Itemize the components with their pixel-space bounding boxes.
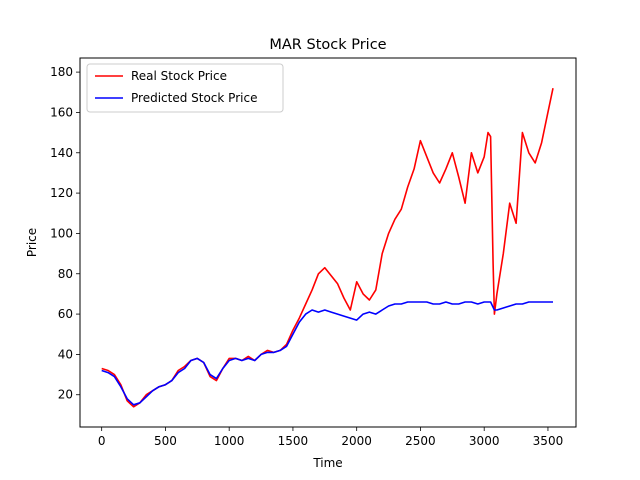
y-tick-label: 80 — [58, 267, 73, 281]
series-line-predicted-stock-price — [101, 301, 553, 406]
y-tick-label: 60 — [58, 307, 73, 321]
x-axis-ticks: 0 500 1000 1500 2000 2500 3000 3500 — [98, 427, 563, 448]
legend-label-real: Real Stock Price — [131, 69, 227, 83]
x-tick-label: 1500 — [278, 434, 309, 448]
chart-title: MAR Stock Price — [269, 37, 386, 53]
x-tick-label: 0 — [98, 434, 106, 448]
x-tick-label: 3000 — [469, 434, 500, 448]
legend-box — [86, 63, 284, 113]
plot-lines — [101, 88, 554, 408]
x-tick-label: 3500 — [533, 434, 564, 448]
x-tick-label: 2500 — [405, 434, 436, 448]
y-axis-label: Price — [25, 228, 39, 257]
y-tick-label: 20 — [58, 388, 73, 402]
x-tick-label: 1000 — [214, 434, 245, 448]
x-tick-label: 2000 — [341, 434, 372, 448]
legend-label-predicted: Predicted Stock Price — [131, 91, 257, 105]
y-tick-label: 180 — [50, 65, 73, 79]
y-tick-label: 140 — [50, 146, 73, 160]
y-tick-label: 100 — [50, 226, 73, 240]
series-line-real-stock-price — [101, 88, 554, 408]
axes-frame — [79, 57, 577, 428]
x-tick-label: 500 — [154, 434, 177, 448]
legend: Real Stock Price Predicted Stock Price — [86, 63, 284, 113]
y-tick-label: 120 — [50, 186, 73, 200]
x-axis-label: Time — [312, 456, 342, 470]
y-tick-label: 40 — [58, 347, 73, 361]
y-axis-ticks: 20 40 60 80 100 120 140 160 180 — [50, 65, 80, 402]
y-tick-label: 160 — [50, 105, 73, 119]
